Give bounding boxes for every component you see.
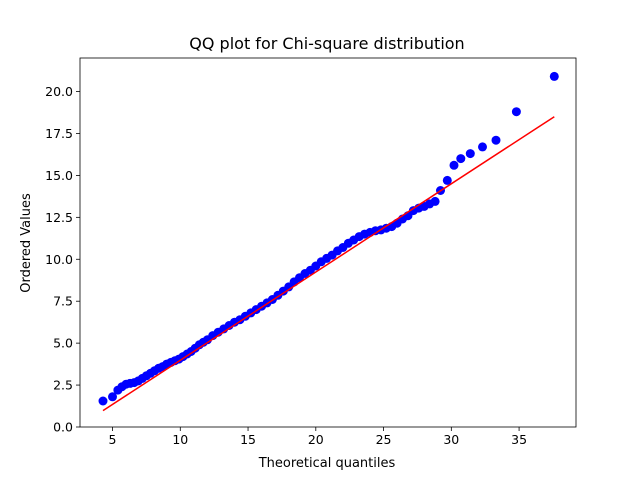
- data-point: [456, 154, 466, 164]
- x-tick-label: 30: [443, 432, 459, 447]
- data-point: [449, 160, 459, 170]
- x-tick-label: 5: [109, 432, 117, 447]
- y-tick-label: 20.0: [45, 84, 73, 99]
- plot-area: [98, 71, 559, 412]
- x-tick-label: 10: [172, 432, 188, 447]
- data-point: [98, 396, 108, 406]
- data-point: [430, 196, 440, 206]
- x-tick-label: 35: [511, 432, 527, 447]
- fit-line: [102, 116, 555, 412]
- data-point: [511, 107, 521, 117]
- data-point: [478, 142, 487, 152]
- axes: 5 10 15 20 25 30 35 0.0 2.5 5.0 7.5 10.0 12.5 15.0 17.…: [45, 57, 577, 447]
- y-tick-label: 5.0: [53, 336, 73, 351]
- x-tick-label: 15: [240, 432, 256, 447]
- x-tick-label: 20: [308, 432, 324, 447]
- axes-frame: [79, 57, 577, 428]
- y-tick-label: 0.0: [53, 420, 73, 435]
- y-axis-label: Ordered Values: [19, 193, 34, 293]
- y-tick-label: 17.5: [45, 126, 73, 141]
- y-tick-label: 7.5: [53, 294, 73, 309]
- data-point: [491, 135, 501, 145]
- data-point: [442, 175, 452, 185]
- x-axis-label: Theoretical quantiles: [258, 456, 396, 471]
- data-point: [549, 71, 559, 81]
- x-tick-label: 25: [376, 432, 392, 447]
- data-point: [108, 392, 117, 402]
- data-point: [465, 149, 475, 159]
- y-tick-label: 10.0: [45, 252, 73, 267]
- y-tick-label: 12.5: [45, 210, 73, 225]
- y-tick-label: 15.0: [45, 168, 73, 183]
- chart-title: QQ plot for Chi-square distribution: [189, 34, 464, 53]
- y-tick-label: 2.5: [53, 378, 73, 393]
